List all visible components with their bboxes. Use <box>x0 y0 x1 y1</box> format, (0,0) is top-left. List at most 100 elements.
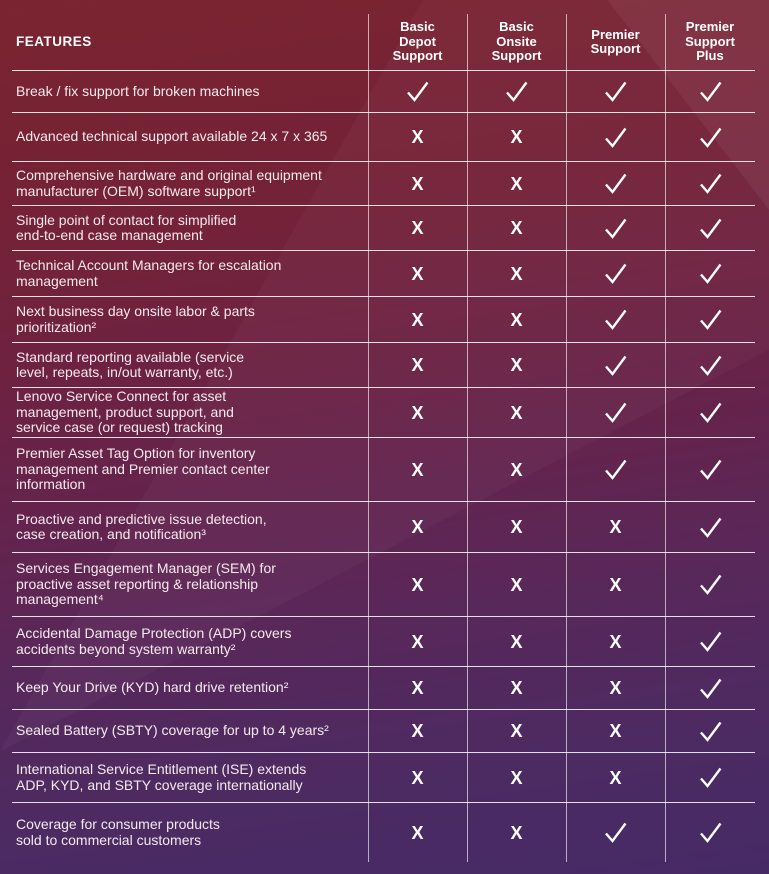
plan-value-cell <box>566 343 665 387</box>
x-icon: X <box>411 402 424 423</box>
plan-value-cell: X <box>467 388 566 437</box>
x-icon: X <box>510 574 523 595</box>
check-icon <box>698 126 723 149</box>
table-row: Proactive and predictive issue detection… <box>12 502 755 553</box>
plan-value-cell: X <box>368 162 467 205</box>
plan-value-cell <box>665 710 755 752</box>
plan-value-cell: X <box>467 343 566 387</box>
x-icon: X <box>411 218 424 238</box>
plan-value-cell <box>467 71 566 112</box>
plan-value-cell: X <box>467 617 566 666</box>
plan-value-cell <box>566 388 665 437</box>
column-header-premier-support: Premier Support <box>590 26 641 56</box>
table-row: Break / fix support for broken machines <box>12 71 755 113</box>
plan-value-cell <box>665 388 755 437</box>
column-divider <box>566 14 567 862</box>
check-icon <box>603 126 628 149</box>
check-icon <box>603 80 628 103</box>
x-icon: X <box>411 127 424 147</box>
x-icon: X <box>411 721 424 741</box>
x-icon: X <box>411 822 424 843</box>
plan-value-cell: X <box>368 753 467 802</box>
plan-value-cell: X <box>368 667 467 709</box>
x-icon: X <box>411 459 424 480</box>
check-icon <box>504 80 529 103</box>
check-icon <box>698 766 723 789</box>
feature-label: Premier Asset Tag Option for inventory m… <box>16 445 270 493</box>
plan-value-cell: X <box>467 297 566 342</box>
x-icon: X <box>510 822 523 843</box>
plan-value-cell <box>566 251 665 296</box>
plan-value-cell <box>566 438 665 501</box>
plan-value-cell <box>566 297 665 342</box>
plan-value-cell <box>665 753 755 802</box>
plan-value-cell: X <box>368 617 467 666</box>
support-comparison-table: FEATURES Basic Depot Support Basic Onsit… <box>12 14 755 862</box>
x-icon: X <box>510 127 523 147</box>
table-row: Single point of contact for simplified e… <box>12 206 755 251</box>
table-row: Advanced technical support available 24 … <box>12 113 755 162</box>
plan-value-cell: X <box>368 438 467 501</box>
plan-value-cell: X <box>368 251 467 296</box>
plan-value-cell: X <box>368 502 467 552</box>
x-icon: X <box>609 721 622 741</box>
check-icon <box>698 720 723 743</box>
x-icon: X <box>510 402 523 423</box>
x-icon: X <box>411 767 424 788</box>
plan-value-cell: X <box>467 667 566 709</box>
table-body: Break / fix support for broken machines A… <box>12 71 755 862</box>
feature-label: Break / fix support for broken machines <box>16 82 260 99</box>
plan-value-cell: X <box>368 206 467 250</box>
plan-value-cell <box>665 162 755 205</box>
plan-value-cell <box>566 113 665 161</box>
plan-value-cell: X <box>467 438 566 501</box>
feature-label: Next business day onsite labor & parts p… <box>16 303 255 335</box>
feature-label: Technical Account Managers for escalatio… <box>16 257 282 289</box>
plan-value-cell: X <box>368 297 467 342</box>
x-icon: X <box>411 263 424 284</box>
table-row: Accidental Damage Protection (ADP) cover… <box>12 617 755 667</box>
check-icon <box>698 573 723 596</box>
check-icon <box>603 308 628 331</box>
x-icon: X <box>609 631 622 652</box>
plan-value-cell: X <box>368 553 467 616</box>
plan-value-cell <box>665 71 755 112</box>
check-icon <box>698 677 723 700</box>
x-icon: X <box>609 574 622 595</box>
plan-value-cell: X <box>467 710 566 752</box>
table-row: Lenovo Service Connect for asset managem… <box>12 388 755 438</box>
x-icon: X <box>510 631 523 652</box>
feature-label: Accidental Damage Protection (ADP) cover… <box>16 625 292 657</box>
plan-value-cell: X <box>467 803 566 862</box>
table-row: Sealed Battery (SBTY) coverage for up to… <box>12 710 755 753</box>
column-header-premier-support-plus: Premier Support Plus <box>685 19 735 64</box>
feature-label: Lenovo Service Connect for asset managem… <box>16 388 234 436</box>
check-icon <box>698 821 723 844</box>
check-icon <box>603 821 628 844</box>
x-icon: X <box>411 678 424 698</box>
column-divider <box>467 14 468 862</box>
x-icon: X <box>510 459 523 480</box>
plan-value-cell: X <box>566 553 665 616</box>
check-icon <box>603 458 628 481</box>
x-icon: X <box>510 678 523 698</box>
plan-value-cell: X <box>368 343 467 387</box>
plan-value-cell: X <box>566 667 665 709</box>
column-divider <box>665 14 666 862</box>
table-row: Next business day onsite labor & parts p… <box>12 297 755 343</box>
plan-value-cell <box>665 502 755 552</box>
plan-value-cell: X <box>467 113 566 161</box>
feature-label: Standard reporting available (service le… <box>16 348 245 380</box>
x-icon: X <box>510 517 523 537</box>
table-row: Comprehensive hardware and original equi… <box>12 162 755 206</box>
plan-value-cell <box>665 667 755 709</box>
x-icon: X <box>510 721 523 741</box>
plan-value-cell <box>368 71 467 112</box>
x-icon: X <box>411 309 424 330</box>
feature-label: Comprehensive hardware and original equi… <box>16 167 322 199</box>
check-icon <box>698 401 723 424</box>
plan-value-cell: X <box>566 753 665 802</box>
x-icon: X <box>609 767 622 788</box>
table-row: Standard reporting available (service le… <box>12 343 755 388</box>
